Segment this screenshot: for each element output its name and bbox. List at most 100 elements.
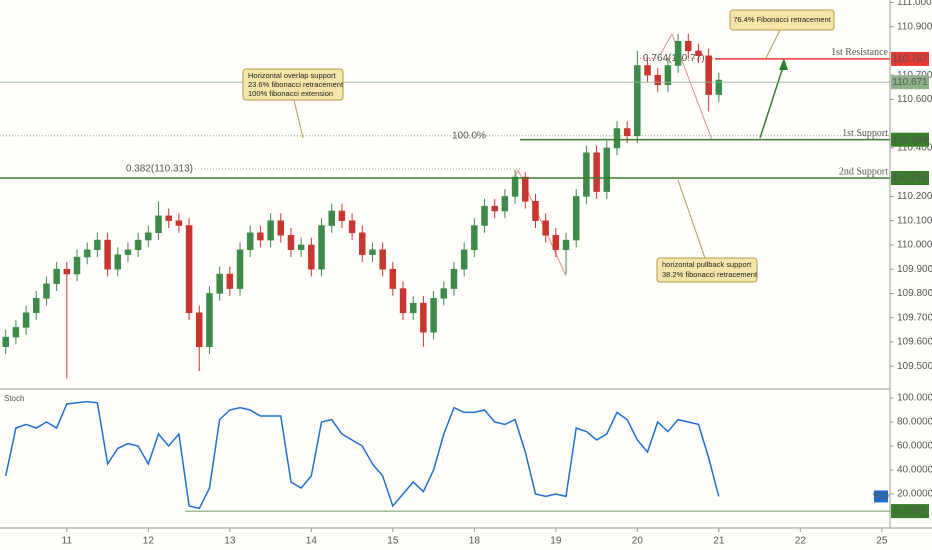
annotation-text: 76.4% Fibonacci retracement — [733, 15, 831, 24]
candle-body — [379, 249, 386, 270]
annotation: horizontal pullback support 38.2% fibona… — [656, 179, 758, 283]
candle-body — [705, 55, 712, 95]
callout-pointer — [765, 29, 781, 59]
level-name: 1st Support — [842, 128, 888, 139]
fib-arrow — [659, 33, 673, 56]
candle-body — [33, 298, 40, 314]
y-tick-label: 110.400 — [897, 143, 932, 154]
candle-body — [674, 40, 682, 66]
y-tick-label: 60.0000 — [897, 441, 932, 452]
annotation: Horizontal overlap support 23.6% fibonac… — [242, 68, 344, 139]
candle-body — [104, 239, 111, 270]
green-arrow-head — [779, 58, 788, 70]
candle-body — [94, 239, 101, 251]
y-tick-label: 100.0000 — [897, 393, 932, 404]
candle-body — [583, 152, 590, 197]
y-tick-label: 109.700 — [897, 312, 932, 323]
candle-body — [73, 256, 81, 275]
y-tick-label: 111.000 — [897, 0, 932, 8]
candle-body — [145, 232, 152, 241]
candle-body — [308, 244, 315, 270]
candle-body — [12, 327, 20, 338]
x-tick-label: 11 — [62, 536, 73, 547]
candle-body — [369, 249, 376, 255]
candle-body — [185, 225, 193, 314]
candle-body — [471, 225, 478, 251]
candle-body — [196, 312, 203, 348]
fib-label: 0.382(110.313) — [126, 164, 193, 175]
level-label-box — [891, 504, 929, 519]
candle-body — [603, 147, 611, 192]
candle-body — [216, 273, 223, 294]
x-tick-label: 15 — [387, 536, 399, 547]
candle-body — [491, 205, 498, 212]
candle-body — [246, 232, 254, 251]
candle-body — [22, 312, 30, 328]
candle-body — [63, 268, 71, 275]
x-tick-label: 12 — [143, 536, 155, 547]
candle-body — [277, 220, 285, 236]
candle-body — [236, 249, 244, 289]
candle-body — [348, 220, 356, 234]
x-tick-label: 14 — [306, 536, 318, 547]
level-label: 5.7907 — [895, 506, 926, 517]
candle-body — [542, 220, 549, 236]
y-tick-label: 20.0000 — [897, 489, 932, 500]
annotation-text: 23.6% fibonacci retracement — [248, 80, 344, 89]
level-label: 110.434 — [892, 134, 928, 145]
candle-body — [43, 283, 50, 299]
fib-label: 0.764(110.77) — [643, 53, 705, 64]
callout-box — [242, 68, 344, 101]
candle-body — [267, 220, 274, 241]
candle-body — [715, 79, 723, 95]
x-tick-label: 25 — [876, 536, 888, 547]
candle-body — [532, 201, 539, 221]
annotation: 76.4% Fibonacci retracement — [729, 9, 835, 59]
candle-body — [644, 65, 651, 76]
candle-body — [287, 234, 295, 251]
y-tick-label: 110.100 — [897, 215, 932, 226]
candle-body — [634, 65, 641, 137]
annotation-text: 38.2% fibonacci retracement — [662, 270, 758, 279]
candle-body — [430, 298, 437, 333]
candle-body — [257, 232, 264, 241]
level-label: 110.276 — [892, 173, 928, 184]
candle-body — [226, 273, 234, 289]
callout-box — [656, 257, 758, 283]
level-label-box — [891, 132, 929, 147]
level-label: 110.767 — [892, 54, 928, 65]
candle-body — [511, 176, 519, 197]
green-arrow — [759, 63, 785, 139]
annotation-text: Horizontal overlap support — [248, 71, 336, 80]
level-name: 2nd Support — [839, 166, 888, 177]
level-label-box — [891, 51, 929, 66]
x-tick-label: 19 — [550, 536, 562, 547]
candle-body — [623, 128, 631, 137]
candle-body — [175, 220, 183, 226]
y-tick-label: 109.900 — [897, 264, 932, 275]
candle-body — [440, 288, 448, 299]
candle-body — [572, 196, 580, 241]
candle-body — [409, 302, 417, 314]
candle-body — [695, 50, 702, 57]
callout-pointer — [677, 179, 706, 259]
annotation-text: 100% fibonacci extension — [248, 89, 333, 98]
stoch-title: Stoch — [4, 394, 24, 403]
candle-body — [83, 249, 91, 258]
level-label: 110.671 — [892, 77, 928, 88]
callout-pointer — [293, 99, 304, 139]
legend-label: %D — [873, 491, 889, 502]
candle-body — [399, 288, 407, 314]
candle-body — [685, 40, 692, 52]
candle-body — [420, 302, 427, 333]
y-tick-label: 109.600 — [897, 337, 932, 348]
candle-body — [165, 215, 172, 221]
candle-body — [593, 152, 600, 192]
candle-body — [654, 74, 661, 86]
level-label-box — [891, 75, 929, 90]
y-tick-label: 80.0000 — [897, 417, 932, 428]
x-tick-label: 22 — [795, 536, 807, 547]
candle-body — [481, 205, 488, 226]
candle-body — [124, 249, 132, 255]
